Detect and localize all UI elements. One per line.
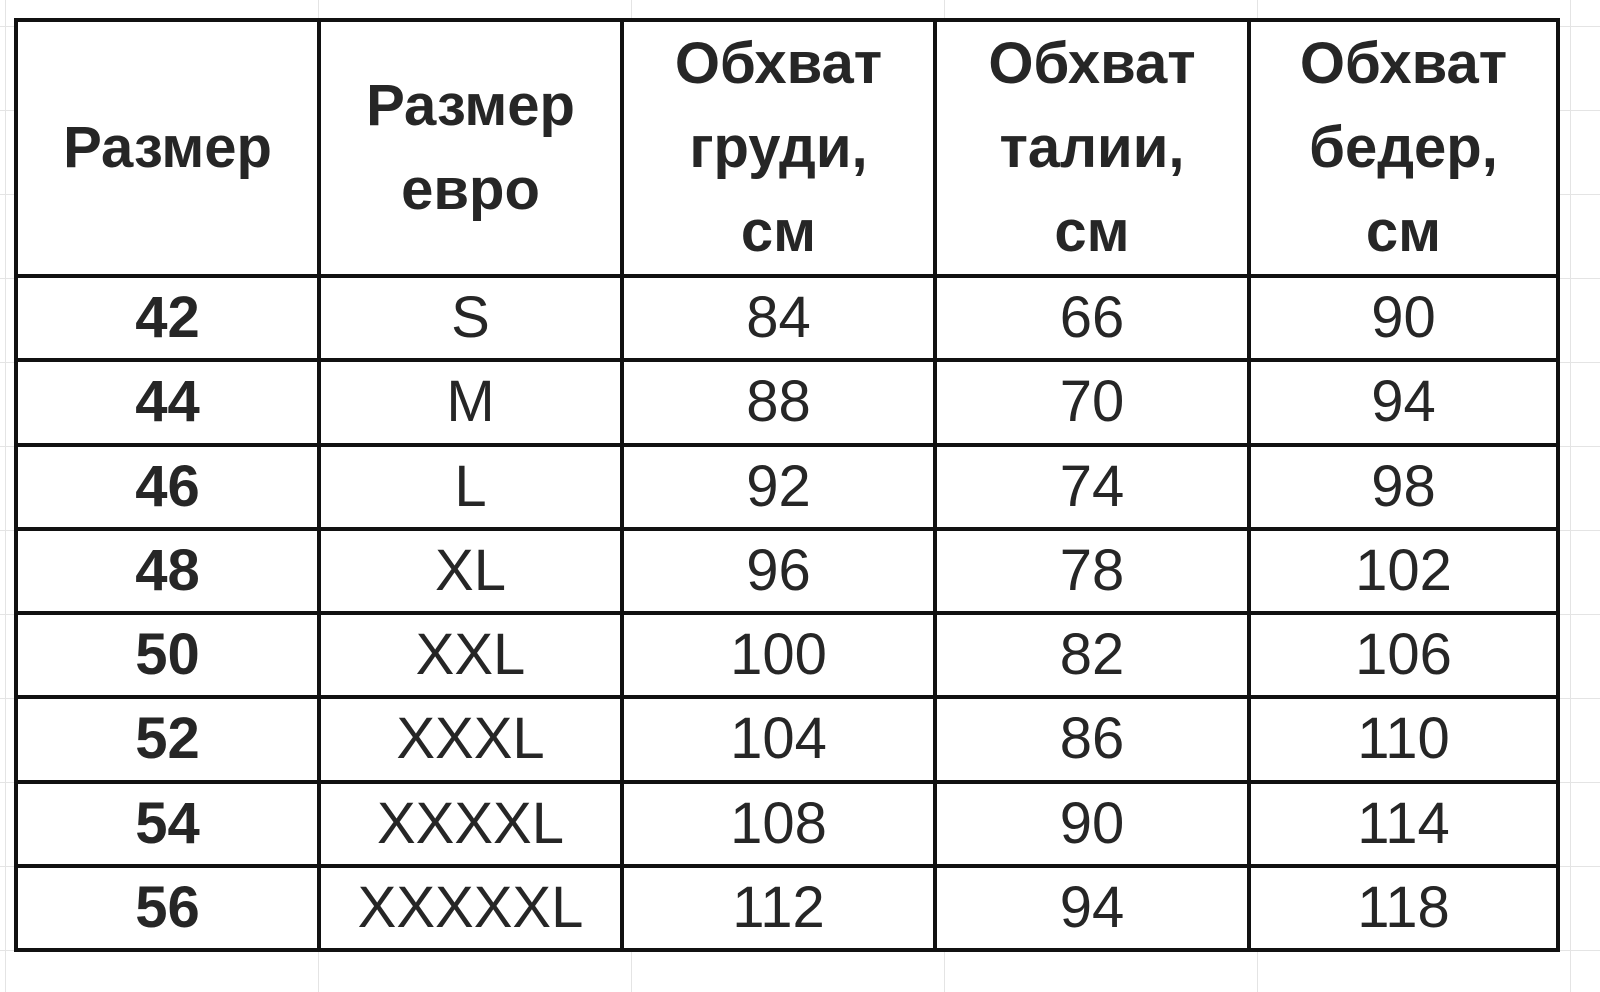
cell-waist: 74 <box>933 442 1251 531</box>
cell-chest: 96 <box>620 526 937 616</box>
table-row: 52 XXXL 104 86 110 <box>14 695 1560 784</box>
table-row: 56 XXXXXL 112 94 118 <box>14 863 1560 953</box>
cell-waist: 82 <box>933 610 1251 700</box>
cell-euro-size: XXL <box>317 610 624 700</box>
cell-chest: 88 <box>620 358 937 447</box>
cell-euro-size: L <box>317 442 624 531</box>
cell-waist: 90 <box>933 779 1251 868</box>
cell-chest: 100 <box>620 610 937 700</box>
header-hips: Обхват бедер, см <box>1247 18 1560 278</box>
cell-hips: 98 <box>1247 442 1560 531</box>
cell-size: 44 <box>14 358 321 447</box>
cell-chest: 108 <box>620 779 937 868</box>
table-row: 44 M 88 70 94 <box>14 358 1560 447</box>
cell-chest: 84 <box>620 273 937 363</box>
cell-hips: 118 <box>1247 863 1560 953</box>
cell-size: 48 <box>14 526 321 616</box>
header-row: Размер Размер евро Обхват груди, см Обхв… <box>14 18 1560 278</box>
size-chart-table: Размер Размер евро Обхват груди, см Обхв… <box>14 18 1560 953</box>
cell-waist: 86 <box>933 695 1251 784</box>
cell-euro-size: XXXL <box>317 695 624 784</box>
cell-size: 52 <box>14 695 321 784</box>
cell-euro-size: XXXXL <box>317 779 624 868</box>
cell-waist: 94 <box>933 863 1251 953</box>
table-row: 50 XXL 100 82 106 <box>14 610 1560 700</box>
header-waist: Обхват талии, см <box>933 18 1251 278</box>
table-row: 48 XL 96 78 102 <box>14 526 1560 616</box>
cell-euro-size: S <box>317 273 624 363</box>
cell-chest: 92 <box>620 442 937 531</box>
cell-chest: 104 <box>620 695 937 784</box>
cell-euro-size: XL <box>317 526 624 616</box>
cell-chest: 112 <box>620 863 937 953</box>
cell-hips: 94 <box>1247 358 1560 447</box>
cell-size: 50 <box>14 610 321 700</box>
cell-hips: 90 <box>1247 273 1560 363</box>
cell-size: 46 <box>14 442 321 531</box>
cell-hips: 102 <box>1247 526 1560 616</box>
cell-euro-size: XXXXXL <box>317 863 624 953</box>
cell-hips: 110 <box>1247 695 1560 784</box>
cell-size: 54 <box>14 779 321 868</box>
cell-size: 56 <box>14 863 321 953</box>
cell-size: 42 <box>14 273 321 363</box>
header-chest: Обхват груди, см <box>620 18 937 278</box>
cell-hips: 106 <box>1247 610 1560 700</box>
cell-waist: 78 <box>933 526 1251 616</box>
cell-waist: 70 <box>933 358 1251 447</box>
table-row: 42 S 84 66 90 <box>14 273 1560 363</box>
header-euro-size: Размер евро <box>317 18 624 278</box>
table-row: 54 XXXXL 108 90 114 <box>14 779 1560 868</box>
table-row: 46 L 92 74 98 <box>14 442 1560 531</box>
cell-waist: 66 <box>933 273 1251 363</box>
header-size: Размер <box>14 18 321 278</box>
cell-euro-size: M <box>317 358 624 447</box>
cell-hips: 114 <box>1247 779 1560 868</box>
